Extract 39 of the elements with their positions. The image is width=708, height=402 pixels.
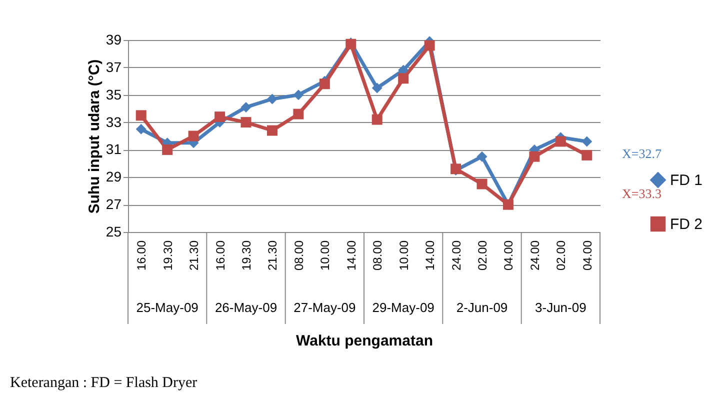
x-tick-label: 14.00 <box>423 240 438 271</box>
text: X=33.3 <box>622 186 662 201</box>
text: 3-Jun-09 <box>535 300 586 315</box>
y-tick-label: 33 <box>106 114 122 130</box>
x-tick-label: 04.00 <box>502 240 516 271</box>
legend-label: FD 1 <box>670 172 703 189</box>
y-axis-title: Suhu input udara (°C) <box>86 59 103 214</box>
x-tick-label: 24.00 <box>528 240 542 271</box>
text: Keterangan : FD = Flash Dryer <box>10 375 198 391</box>
y-tick-label: 27 <box>106 196 122 212</box>
y-tick-label: 25 <box>106 224 122 240</box>
x-tick-label: 02.00 <box>554 240 568 271</box>
y-tick-label: 35 <box>106 86 122 102</box>
x-tick-label: 10.00 <box>396 240 411 271</box>
legend-label: FD 2 <box>670 216 703 233</box>
x-tick-label: 04.00 <box>580 240 594 271</box>
x-tick-label: 19.30 <box>160 240 175 271</box>
x-tick-label: 16.00 <box>213 240 228 271</box>
text: 27-May-09 <box>294 300 356 315</box>
x-tick-label: 21.30 <box>187 240 202 271</box>
x-tick-label: 10.00 <box>318 240 332 271</box>
x-tick-label: 08.00 <box>370 240 385 271</box>
text: X=32.7 <box>622 146 662 161</box>
y-tick-label: 31 <box>106 141 122 158</box>
y-tick-label: 37 <box>106 58 122 75</box>
y-tick-label: 39 <box>106 32 122 48</box>
text: 29-May-09 <box>372 300 434 315</box>
x-tick-label: 24.00 <box>449 240 464 271</box>
x-axis-title: Waktu pengamatan <box>296 332 433 350</box>
text: 25-May-09 <box>136 300 198 315</box>
x-tick-label: 19.30 <box>240 240 254 271</box>
x-tick-label: 02.00 <box>476 240 490 271</box>
text: 2-Jun-09 <box>456 300 508 315</box>
x-tick-label: 14.00 <box>344 240 358 271</box>
x-tick-label: 21.30 <box>266 240 280 271</box>
x-tick-label: 16.00 <box>134 240 149 271</box>
x-tick-label: 08.00 <box>292 240 306 271</box>
y-tick-label: 29 <box>106 168 122 185</box>
text: 26-May-09 <box>214 300 278 315</box>
